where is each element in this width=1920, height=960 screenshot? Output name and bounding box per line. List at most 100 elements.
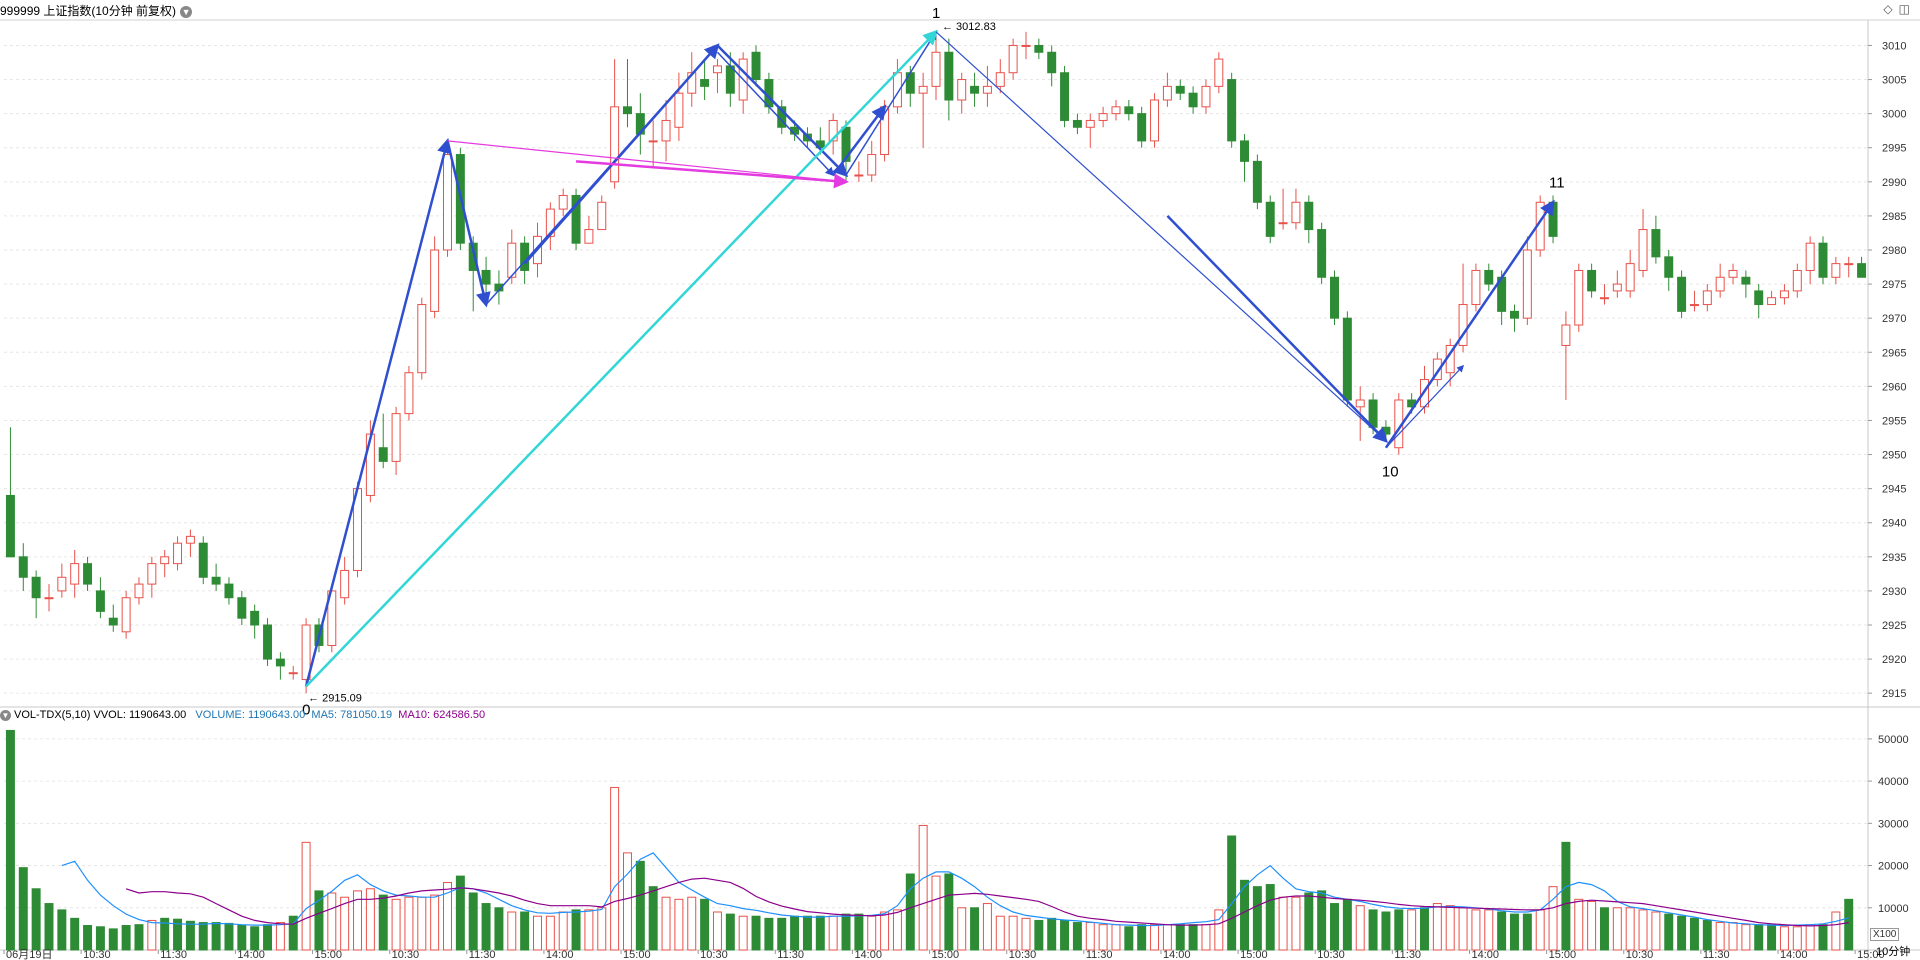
- volume-bar: [468, 892, 478, 951]
- x-tick-label: 15:00: [1857, 949, 1885, 960]
- volume-bar: [584, 909, 594, 951]
- volume-bar: [391, 898, 401, 951]
- volume-bar: [5, 729, 15, 951]
- volume-bar: [1432, 903, 1442, 951]
- volume-bar: [610, 786, 620, 951]
- candle-body: [1599, 297, 1609, 300]
- volume-bar: [404, 896, 414, 951]
- volume-bar: [1689, 917, 1699, 951]
- x-tick-label: 11:30: [160, 949, 187, 960]
- period-label[interactable]: 10分钟: [1876, 946, 1911, 958]
- volume-bar: [1381, 911, 1391, 951]
- volume-tick-label: 10000: [1878, 903, 1909, 915]
- wave-label: 11: [1549, 174, 1565, 191]
- price-tick-label: 2925: [1882, 620, 1906, 632]
- volume-indicator-bar: ▼ VOL-TDX(5,10) VVOL: 1190643.00 VOLUME: …: [0, 709, 485, 721]
- x-tick-label: 11:30: [469, 949, 496, 960]
- wave-arrow: [575, 160, 850, 189]
- volume-bar: [365, 888, 375, 951]
- x-tick-label: 11:30: [777, 949, 804, 960]
- ma5-value: MA5: 781050.19: [311, 709, 393, 721]
- candle-body: [1522, 249, 1532, 319]
- price-tick-label: 2980: [1882, 245, 1906, 257]
- volume-bar: [1021, 917, 1031, 951]
- candle-body: [751, 51, 761, 81]
- x-tick-label: 10:30: [83, 949, 111, 960]
- volume-bar: [1060, 919, 1070, 951]
- x-tick-label: 10:30: [1626, 949, 1654, 960]
- candle-body: [1291, 201, 1301, 224]
- candle-body: [1561, 324, 1571, 346]
- candle-body: [622, 106, 632, 115]
- diamond-icon[interactable]: ◇: [1883, 2, 1893, 16]
- candle-body: [1265, 201, 1275, 237]
- volume-bar: [1715, 922, 1725, 951]
- volume-bar: [263, 924, 273, 951]
- candle-body: [1715, 276, 1725, 292]
- volume-bar: [224, 922, 234, 951]
- x-tick-label: 15:00: [315, 949, 343, 960]
- volume-bar: [1599, 907, 1609, 951]
- volume-bar: [1702, 919, 1712, 951]
- price-tick-label: 2930: [1882, 586, 1906, 598]
- x-tick-label: 10:30: [1009, 949, 1037, 960]
- volume-bar: [1278, 896, 1288, 951]
- chevron-down-icon[interactable]: ▼: [0, 709, 11, 721]
- candle-body: [1214, 58, 1224, 87]
- volume-bar: [1522, 913, 1532, 951]
- volume-bar: [1458, 907, 1468, 951]
- candle-body: [1381, 426, 1391, 435]
- volume-bar: [1471, 909, 1481, 951]
- volume-bar: [1330, 903, 1339, 951]
- price-tick-label: 2965: [1882, 347, 1906, 359]
- candle-body: [1175, 85, 1185, 94]
- volume-bar: [1355, 905, 1365, 951]
- candle-body: [83, 563, 93, 585]
- wave-arrow: [446, 140, 491, 308]
- wave-arrow: [1384, 199, 1555, 449]
- volume-bar: [1818, 924, 1828, 951]
- volume-bar: [198, 922, 208, 951]
- candle-body: [918, 85, 928, 94]
- volume-bar: [1445, 905, 1455, 951]
- volume-bar: [160, 917, 170, 951]
- price-tick-label: 2995: [1882, 143, 1906, 155]
- volume-bar: [250, 926, 260, 951]
- high-price-label: ← 3012.83: [942, 21, 996, 33]
- volume-bar: [520, 911, 530, 951]
- candle-body: [5, 494, 15, 558]
- volume-bar: [1265, 884, 1275, 951]
- volume-bar: [661, 896, 671, 951]
- candle-body: [944, 51, 954, 101]
- price-tick-label: 2955: [1882, 415, 1906, 427]
- volume-bar: [1394, 909, 1404, 951]
- wave-arrow: [716, 51, 835, 177]
- volume-ma10-line: [125, 877, 1849, 927]
- volume-ma5-line: [61, 852, 1849, 927]
- volume-multiplier: X100: [1870, 928, 1900, 941]
- candle-body: [1111, 106, 1121, 115]
- candle-body: [1432, 358, 1442, 381]
- x-tick-label: 06月19日: [6, 949, 52, 960]
- x-tick-label: 15:00: [1549, 949, 1577, 960]
- candle-body: [18, 556, 28, 578]
- candle-body: [1330, 276, 1339, 319]
- low-price-label: ← 2915.09: [308, 693, 362, 705]
- volume-bar: [944, 873, 954, 951]
- volume-bar: [1484, 909, 1494, 951]
- indicator-name: VOL-TDX(5,10): [14, 709, 91, 721]
- chevron-down-icon[interactable]: ▼: [180, 5, 193, 18]
- volume-bar: [622, 852, 632, 951]
- candle-body: [1008, 44, 1018, 74]
- candle-body: [507, 242, 517, 278]
- x-tick-label: 11:30: [1394, 949, 1421, 960]
- volume-bar: [1008, 915, 1018, 951]
- candle-body: [931, 51, 941, 87]
- candle-body: [1098, 113, 1108, 121]
- volume-bar: [918, 824, 928, 951]
- volume-bar: [687, 896, 697, 951]
- x-tick-label: 14:00: [546, 949, 574, 960]
- price-tick-label: 2950: [1882, 450, 1906, 462]
- panel-icon[interactable]: ◫: [1898, 2, 1910, 16]
